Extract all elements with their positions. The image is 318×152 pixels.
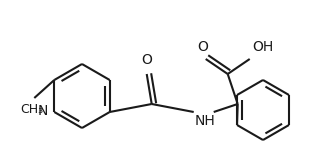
Text: NH: NH xyxy=(195,114,216,128)
Text: OH: OH xyxy=(253,40,274,54)
Text: O: O xyxy=(141,53,152,67)
Text: CH₃: CH₃ xyxy=(21,103,44,116)
Text: N: N xyxy=(38,104,48,118)
Text: O: O xyxy=(197,40,208,54)
